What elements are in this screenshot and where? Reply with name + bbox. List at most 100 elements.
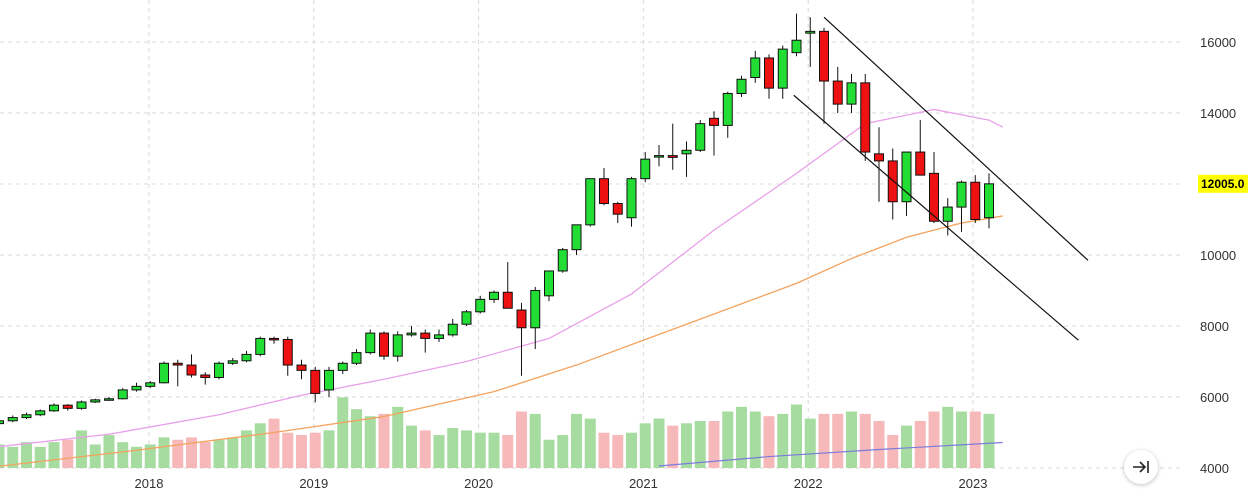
candle-body — [159, 362, 169, 384]
candle — [819, 27, 829, 124]
volume-bar — [227, 437, 239, 468]
candle-body — [351, 352, 362, 364]
candle-body — [654, 155, 664, 158]
candle-body — [860, 82, 871, 153]
volume-bar — [48, 442, 60, 468]
candle — [117, 388, 128, 400]
volume-bar — [956, 411, 967, 468]
candle-body — [585, 178, 596, 226]
candle-body — [640, 158, 651, 180]
candle-body — [599, 178, 609, 205]
candle — [640, 152, 651, 183]
candle-body — [447, 323, 458, 336]
candle-body — [35, 410, 46, 416]
candle — [337, 361, 348, 374]
volume-bar — [433, 435, 445, 468]
candle — [49, 403, 59, 412]
candle-body — [310, 369, 321, 394]
candle — [750, 50, 761, 83]
y-tick-label: 16000 — [1200, 35, 1236, 50]
volume-bar — [887, 435, 899, 468]
candle-body — [296, 364, 307, 371]
candle-body — [379, 332, 389, 357]
candle-body — [172, 362, 183, 366]
candle-body — [337, 362, 348, 371]
candle — [145, 381, 156, 389]
volume-bar — [337, 397, 349, 468]
candle — [530, 286, 541, 350]
candle — [392, 331, 403, 362]
candle-body — [131, 385, 142, 391]
candle — [324, 366, 334, 397]
volume-bar — [736, 406, 747, 468]
candle — [695, 120, 706, 153]
candle-body — [461, 311, 472, 325]
candle-body — [489, 291, 499, 300]
volume-bar — [144, 444, 156, 468]
volume-bar — [7, 446, 19, 468]
candle — [654, 144, 664, 167]
scroll-to-latest-button[interactable] — [1124, 450, 1158, 484]
candle-body — [49, 404, 59, 412]
candle-body — [282, 338, 293, 366]
volume-bar — [969, 411, 981, 468]
volume-bar — [62, 439, 74, 468]
candle — [942, 198, 953, 236]
x-tick-label: 2019 — [299, 476, 328, 491]
volume-bar — [914, 420, 926, 468]
candle — [0, 420, 4, 425]
last-price-label: 12005.0 — [1201, 177, 1245, 191]
volume-bar — [419, 430, 431, 468]
candle-body — [324, 369, 334, 391]
candle — [832, 66, 843, 113]
y-tick-label: 14000 — [1200, 106, 1236, 121]
volume-bar — [296, 435, 307, 468]
candle — [159, 361, 169, 384]
candle-body — [392, 334, 403, 357]
candle-body — [750, 57, 761, 78]
x-tick-label: 2021 — [629, 476, 658, 491]
candle-body — [214, 362, 224, 378]
volume-bar — [804, 418, 816, 468]
candle — [104, 397, 114, 401]
volume-bar — [873, 420, 885, 468]
candle-body — [269, 337, 279, 341]
candle-body — [805, 30, 816, 34]
candle-body — [929, 172, 939, 222]
candle — [612, 201, 623, 224]
y-tick-label: 10000 — [1200, 248, 1236, 263]
candle-body — [145, 382, 156, 387]
trend-channel — [793, 16, 1089, 341]
candles — [0, 13, 994, 425]
candle-body — [722, 92, 733, 126]
candle-body — [832, 80, 843, 105]
volume-bar — [694, 420, 706, 468]
candle — [475, 295, 486, 314]
volume-bar — [612, 435, 624, 468]
candle-body — [736, 78, 747, 94]
volume-bar — [571, 413, 582, 468]
candle-body — [420, 332, 431, 339]
candle-body — [681, 149, 692, 155]
candle-body — [956, 181, 967, 208]
y-tick-label: 4000 — [1200, 461, 1229, 476]
candle — [626, 176, 637, 227]
volume-bar — [529, 413, 541, 468]
volume-bar — [543, 439, 555, 468]
volume-bars — [0, 397, 995, 468]
candle-body — [62, 404, 73, 409]
candle — [21, 412, 32, 420]
candle — [709, 111, 719, 156]
candle-body — [475, 298, 486, 313]
volume-bar — [653, 418, 665, 468]
candle-body — [984, 183, 994, 219]
trend-line — [823, 16, 1089, 261]
candle — [420, 329, 431, 353]
candle-body — [0, 420, 4, 425]
candle-body — [887, 160, 898, 203]
volume-bar — [309, 432, 321, 468]
candle-body — [227, 360, 238, 364]
volume-bar — [378, 413, 390, 468]
volume-bar — [21, 442, 32, 468]
